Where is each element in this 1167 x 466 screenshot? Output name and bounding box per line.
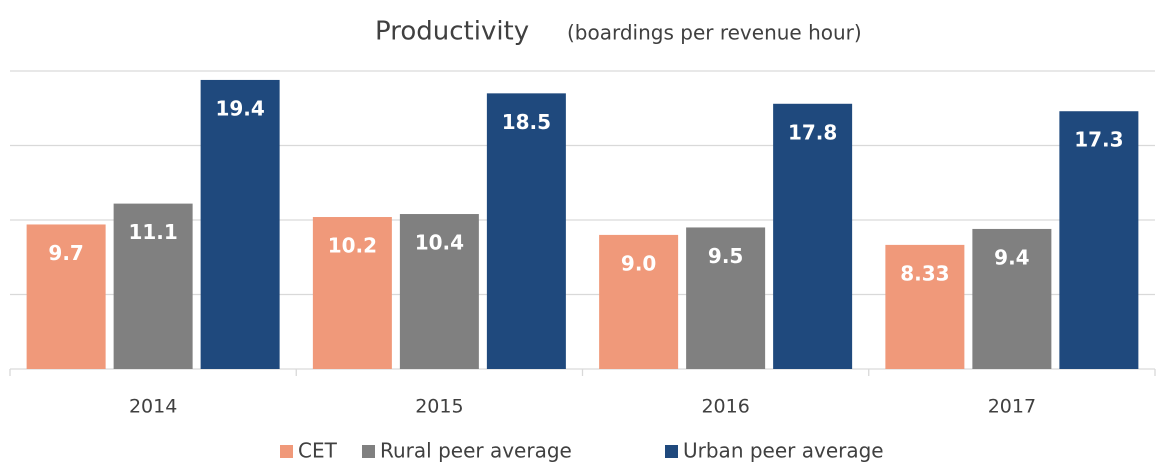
value-label: 9.5 [708,244,743,268]
value-label: 18.5 [502,110,551,134]
legend-swatch [665,445,678,458]
value-label: 9.7 [48,241,83,265]
value-label: 8.33 [900,261,949,285]
x-tick-label: 2014 [129,396,177,418]
value-label: 17.8 [788,120,837,144]
bar [200,79,280,369]
legend-label: CET [298,439,338,463]
value-label: 19.4 [215,96,264,120]
legend-swatch [362,445,375,458]
x-tick-label: 2017 [988,396,1036,418]
bar [599,234,679,369]
bar [486,93,566,369]
value-label: 10.2 [328,234,377,258]
bar [113,203,193,369]
value-label: 9.0 [621,251,656,275]
bar [1059,111,1139,369]
legend-label: Rural peer average [380,439,572,463]
chart-subtitle: (boardings per revenue hour) [567,21,862,45]
bar [773,103,853,369]
value-label: 11.1 [128,220,177,244]
bar [972,228,1052,369]
bar [399,214,479,369]
value-label: 10.4 [415,231,464,255]
bar [885,244,965,369]
x-tick-label: 2015 [415,396,463,418]
value-label: 9.4 [994,245,1029,269]
x-tick-label: 2016 [701,396,749,418]
bar [26,224,106,369]
value-label: 17.3 [1074,128,1123,152]
legend-swatch [280,445,293,458]
bar [686,227,766,369]
legend-label: Urban peer average [683,439,884,463]
chart-title: Productivity [375,17,529,47]
bar [312,217,392,369]
